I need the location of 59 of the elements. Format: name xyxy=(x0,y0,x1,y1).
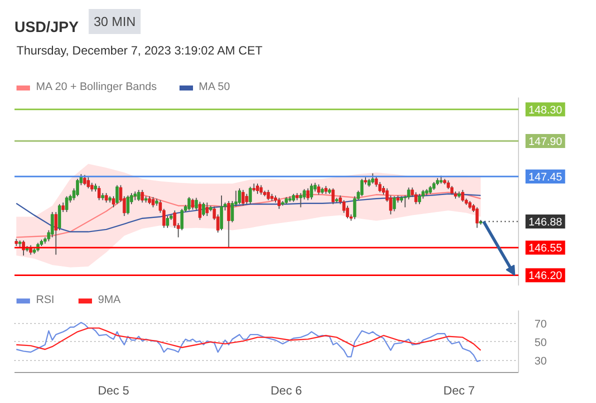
candlestick xyxy=(152,196,155,208)
ref-line-label: 147.90 xyxy=(528,136,562,148)
candlestick xyxy=(140,189,144,204)
candlestick xyxy=(256,183,260,194)
candlestick xyxy=(392,196,396,212)
x-tick-label: Dec 5 xyxy=(98,384,130,398)
candlestick xyxy=(476,206,479,228)
candlestick xyxy=(461,189,464,202)
x-tick-label: Dec 6 xyxy=(270,384,302,398)
legend-label: MA 20 + Bollinger Bands xyxy=(36,81,157,93)
candlestick xyxy=(62,202,65,213)
ref-line-label: 147.45 xyxy=(528,171,562,184)
legend-label: MA 50 xyxy=(198,81,230,93)
candlestick xyxy=(414,192,418,205)
candlestick xyxy=(188,196,191,211)
text: 30 MIN xyxy=(94,14,136,29)
candlestick xyxy=(227,200,230,248)
y-tick-label: 50 xyxy=(534,336,547,349)
candlestick xyxy=(126,194,130,215)
candlestick xyxy=(306,188,310,201)
candlestick xyxy=(86,176,90,189)
y-tick-label: 70 xyxy=(534,318,547,330)
candlestick xyxy=(83,174,86,186)
candlestick xyxy=(332,188,335,205)
candlestick xyxy=(65,196,68,213)
chart-title: USD/JPY xyxy=(14,19,79,36)
candlestick xyxy=(166,215,170,228)
candlestick xyxy=(299,192,302,208)
candlestick xyxy=(266,189,270,201)
x-tick-label: Dec 7 xyxy=(443,384,476,398)
legend-label: 9MA xyxy=(98,294,121,306)
candlestick xyxy=(104,192,108,204)
candlestick xyxy=(260,184,263,196)
candlestick xyxy=(76,178,80,197)
y-tick-label: 30 xyxy=(534,355,547,368)
candlestick xyxy=(317,184,320,196)
candlestick xyxy=(371,172,374,184)
candlestick xyxy=(202,202,206,216)
candlestick xyxy=(242,189,245,206)
ref-line-label: 146.55 xyxy=(528,242,562,255)
candlestick xyxy=(310,183,314,200)
candlestick xyxy=(418,193,422,205)
candlestick xyxy=(206,202,209,216)
candlestick xyxy=(198,201,202,220)
ref-line-label: 146.20 xyxy=(528,270,562,282)
candlestick xyxy=(116,184,119,205)
candlestick xyxy=(98,185,101,201)
candlestick xyxy=(360,178,364,197)
ref-line-label: 146.88 xyxy=(528,216,562,229)
candlestick xyxy=(238,188,242,205)
candlestick xyxy=(278,197,281,210)
candlestick xyxy=(137,189,140,202)
candlestick xyxy=(220,194,224,231)
chart-subtitle: Thursday, December 7, 2023 3:19:02 AM CET xyxy=(16,44,264,58)
candlestick xyxy=(191,198,194,210)
ref-line-label: 148.30 xyxy=(528,104,562,116)
candlestick xyxy=(245,193,248,205)
legend-label: RSI xyxy=(36,294,56,306)
candlestick xyxy=(248,186,252,205)
